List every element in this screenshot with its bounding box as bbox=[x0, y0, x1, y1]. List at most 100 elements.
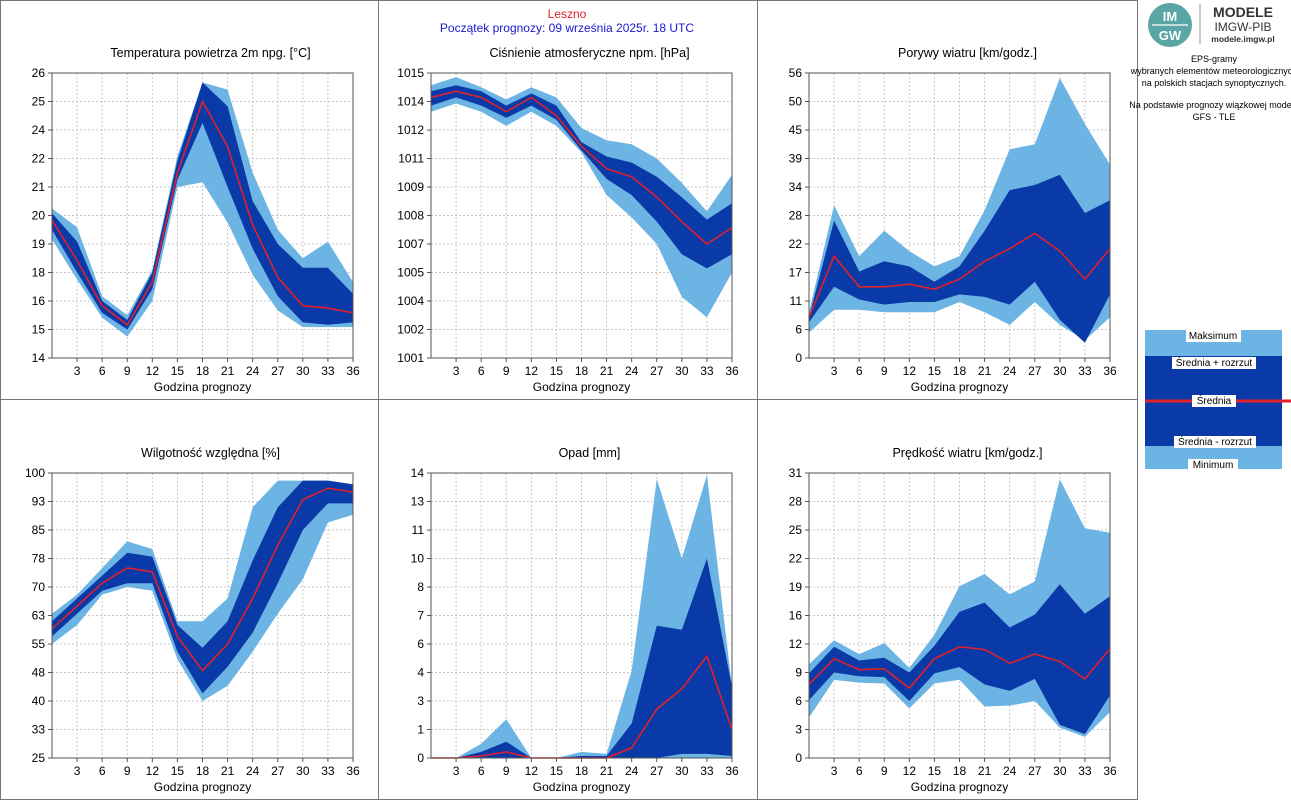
y-tick-label: 10 bbox=[411, 552, 425, 566]
x-tick-label: 27 bbox=[271, 764, 285, 778]
forecast-start-text: Początek prognozy: 09 września 2025r. 18… bbox=[440, 21, 694, 35]
x-tick-label: 24 bbox=[246, 764, 260, 778]
y-tick-label: 25 bbox=[789, 523, 803, 537]
legend-label-max: Maksimum bbox=[1189, 331, 1237, 342]
description-block: EPS-gramy wybranych elementów meteorolog… bbox=[1129, 54, 1291, 122]
chart-title: Ciśnienie atmosferyczne npm. [hPa] bbox=[489, 46, 689, 60]
y-tick-label: 93 bbox=[32, 495, 46, 509]
y-tick-label: 9 bbox=[795, 666, 802, 680]
x-tick-label: 30 bbox=[1053, 764, 1067, 778]
x-tick-label: 36 bbox=[1103, 364, 1117, 378]
x-tick-label: 27 bbox=[271, 364, 285, 378]
y-tick-label: 1009 bbox=[397, 180, 424, 194]
x-tick-label: 24 bbox=[1003, 764, 1017, 778]
x-tick-label: 12 bbox=[903, 364, 917, 378]
x-tick-label: 33 bbox=[321, 764, 335, 778]
mean-line bbox=[808, 645, 1111, 690]
x-tick-label: 33 bbox=[321, 364, 335, 378]
y-tick-label: 0 bbox=[795, 751, 802, 765]
x-tick-label: 15 bbox=[928, 764, 942, 778]
x-tick-label: 12 bbox=[903, 764, 917, 778]
y-tick-label: 1012 bbox=[397, 123, 424, 137]
y-tick-label: 22 bbox=[789, 237, 803, 251]
legend-label-mean-plus: Średnia + rozrzut bbox=[1176, 356, 1253, 369]
x-tick-label: 12 bbox=[146, 364, 160, 378]
y-tick-label: 8 bbox=[417, 580, 424, 594]
y-tick-label: 19 bbox=[789, 580, 803, 594]
description-line: EPS-gramy bbox=[1191, 54, 1238, 64]
x-tick-label: 27 bbox=[650, 764, 664, 778]
x-axis-label: Godzina prognozy bbox=[911, 380, 1008, 394]
x-tick-label: 9 bbox=[881, 764, 888, 778]
y-tick-label: 6 bbox=[795, 323, 802, 337]
x-axis-label: Godzina prognozy bbox=[533, 380, 630, 394]
x-tick-label: 6 bbox=[99, 764, 106, 778]
x-tick-label: 21 bbox=[221, 764, 235, 778]
y-tick-label: 55 bbox=[32, 637, 46, 651]
x-tick-label: 18 bbox=[196, 364, 210, 378]
gridlines bbox=[52, 473, 353, 758]
x-tick-label: 30 bbox=[675, 364, 689, 378]
x-axis-label: Godzina prognozy bbox=[154, 780, 251, 794]
x-tick-label: 3 bbox=[453, 764, 460, 778]
chart-title: Porywy wiatru [km/godz.] bbox=[898, 46, 1037, 60]
y-tick-label: 6 bbox=[795, 694, 802, 708]
y-tick-label: 22 bbox=[32, 152, 46, 166]
x-tick-label: 18 bbox=[575, 364, 589, 378]
x-axis-label: Godzina prognozy bbox=[911, 780, 1008, 794]
y-tick-label: 19 bbox=[32, 237, 46, 251]
x-tick-label: 24 bbox=[1003, 364, 1017, 378]
y-tick-label: 25 bbox=[32, 751, 46, 765]
y-tick-label: 48 bbox=[32, 666, 46, 680]
x-tick-label: 24 bbox=[625, 364, 639, 378]
description-line: GFS - TLE bbox=[1193, 112, 1236, 122]
x-tick-label: 30 bbox=[1053, 364, 1067, 378]
y-tick-label: 6 bbox=[417, 637, 424, 651]
x-tick-label: 6 bbox=[478, 364, 485, 378]
chart-title: Wilgotność względna [%] bbox=[141, 446, 280, 460]
x-tick-label: 3 bbox=[74, 364, 81, 378]
y-tick-label: 24 bbox=[32, 123, 46, 137]
mean-line bbox=[51, 99, 354, 326]
x-tick-label: 21 bbox=[978, 364, 992, 378]
x-tick-label: 6 bbox=[856, 364, 863, 378]
chart-title: Opad [mm] bbox=[559, 446, 621, 460]
x-tick-label: 30 bbox=[675, 764, 689, 778]
y-tick-label: 63 bbox=[32, 609, 46, 623]
x-tick-label: 15 bbox=[550, 364, 564, 378]
legend-label-bg bbox=[1174, 436, 1256, 448]
x-tick-label: 21 bbox=[600, 364, 614, 378]
y-tick-label: 11 bbox=[412, 523, 425, 537]
x-tick-label: 33 bbox=[700, 364, 714, 378]
legend-label-mean-minus: Średnia - rozrzut bbox=[1178, 435, 1252, 448]
x-tick-label: 27 bbox=[650, 364, 664, 378]
x-tick-label: 21 bbox=[221, 364, 235, 378]
x-tick-label: 9 bbox=[124, 764, 131, 778]
x-tick-label: 9 bbox=[503, 364, 510, 378]
x-tick-label: 18 bbox=[575, 764, 589, 778]
y-tick-label: 16 bbox=[789, 609, 803, 623]
y-tick-label: 33 bbox=[32, 723, 46, 737]
x-tick-label: 15 bbox=[928, 364, 942, 378]
logo-line2: IMGW-PIB bbox=[1214, 20, 1271, 34]
x-tick-label: 18 bbox=[953, 364, 967, 378]
y-tick-label: 3 bbox=[417, 694, 424, 708]
x-tick-label: 9 bbox=[881, 364, 888, 378]
legend-label-bg bbox=[1172, 357, 1256, 369]
y-tick-label: 39 bbox=[789, 152, 803, 166]
y-tick-label: 85 bbox=[32, 523, 46, 537]
mean-line bbox=[430, 90, 733, 246]
chart-title: Prędkość wiatru [km/godz.] bbox=[892, 446, 1042, 460]
y-tick-label: 14 bbox=[32, 351, 46, 365]
x-tick-label: 6 bbox=[99, 364, 106, 378]
legend-label-bg bbox=[1192, 395, 1236, 407]
y-tick-label: 20 bbox=[32, 209, 46, 223]
y-tick-label: 14 bbox=[411, 466, 425, 480]
logo-mark-bottom: GW bbox=[1159, 28, 1182, 43]
